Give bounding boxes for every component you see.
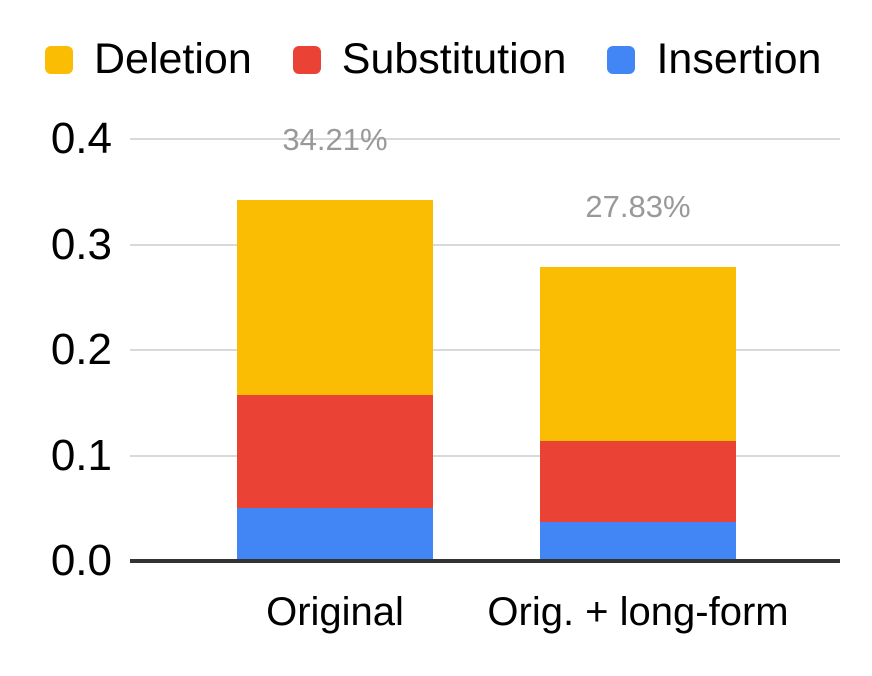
y-gridline-0.2 [130,349,840,351]
x-axis-baseline [130,559,840,563]
y-gridline-0.3 [130,243,840,246]
y-axis-tick-label-0.4: 0.4 [50,114,112,163]
x-axis-category-label-orig-long-form: Orig. + long-form [487,590,789,634]
deletion-swatch-icon [45,45,73,74]
bar-total-label-orig-long-form: 27.83% [585,189,691,225]
segment-substitution-orig-long-form[interactable] [540,441,736,523]
y-gridline-0.1 [130,454,840,457]
legend-label-deletion: Deletion [94,35,252,83]
y-axis-tick-label-0.3: 0.3 [50,219,112,269]
legend-item-substitution[interactable]: Substitution [292,35,567,83]
x-axis-category-label-original: Original [266,590,404,634]
segment-deletion-orig-long-form[interactable] [540,267,736,442]
bar-orig-long-form [540,267,736,561]
insertion-swatch-icon [607,45,636,74]
segment-substitution-original[interactable] [237,394,433,509]
legend-item-insertion[interactable]: Insertion [607,38,821,81]
substitution-swatch-icon [292,45,321,74]
legend-label-substitution: Substitution [341,35,567,83]
legend-label-insertion: Insertion [656,35,822,83]
bar-total-label-original: 34.21% [282,122,388,158]
y-gridline-0.4 [130,138,840,140]
segment-insertion-original[interactable] [237,508,433,561]
bar-original [237,200,433,561]
segment-deletion-original[interactable] [237,200,433,395]
segment-insertion-orig-long-form[interactable] [540,522,736,561]
legend: Deletion Substitution Insertion [45,38,862,81]
y-axis-tick-label-0.0: 0.0 [50,536,112,585]
y-axis-tick-label-0.1: 0.1 [50,430,112,480]
y-axis-tick-label-0.2: 0.2 [50,325,112,374]
legend-item-deletion[interactable]: Deletion [45,38,252,81]
